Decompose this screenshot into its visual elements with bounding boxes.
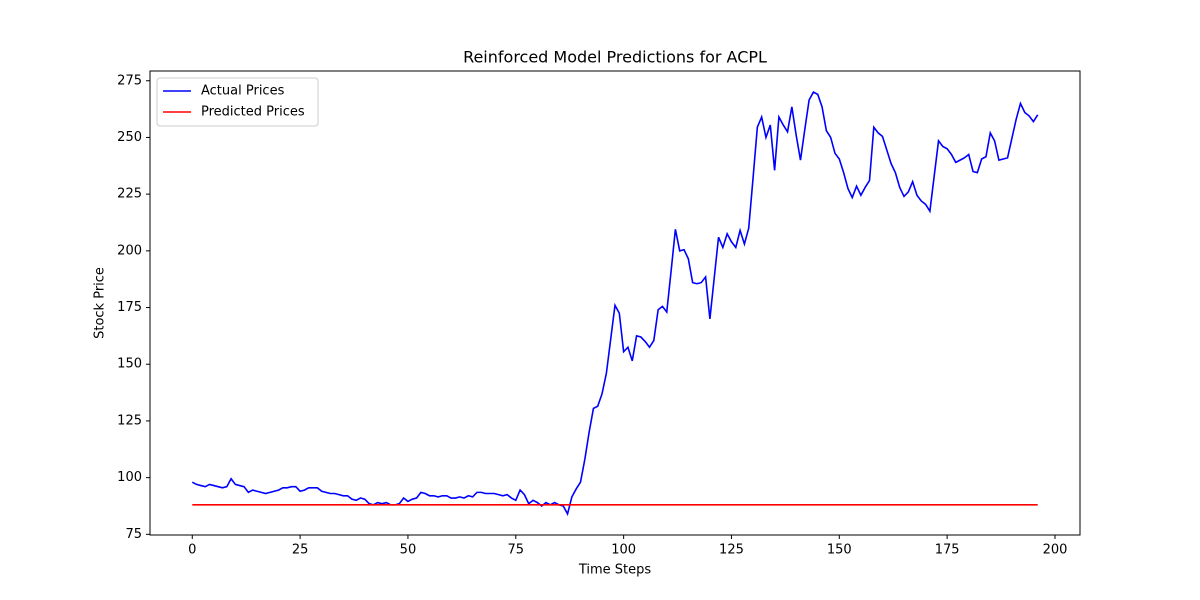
- y-tick-label: 200: [117, 243, 142, 258]
- y-tick-label: 150: [117, 357, 142, 372]
- x-tick-label: 100: [611, 543, 636, 558]
- y-tick-label: 250: [117, 130, 142, 145]
- y-tick-label: 75: [125, 527, 142, 542]
- x-tick-label: 175: [935, 543, 960, 558]
- legend-label: Actual Prices: [201, 84, 285, 99]
- legend-label: Predicted Prices: [201, 105, 305, 120]
- x-axis-label: Time Steps: [578, 563, 652, 578]
- chart-title: Reinforced Model Predictions for ACPL: [463, 48, 767, 67]
- y-tick-label: 275: [117, 73, 142, 88]
- x-tick-label: 25: [292, 543, 309, 558]
- y-tick-label: 175: [117, 300, 142, 315]
- x-tick-label: 150: [827, 543, 852, 558]
- data-line: [191, 91, 1039, 517]
- plot-frame: [149, 70, 1081, 536]
- y-tick-label: 100: [117, 470, 142, 485]
- legend: Actual Prices Predicted Prices: [156, 77, 319, 127]
- y-tick-label: 125: [117, 413, 142, 428]
- x-tick-label: 0: [188, 543, 196, 558]
- x-tick-label: 75: [508, 543, 525, 558]
- y-axis-label: Stock Price: [93, 267, 108, 339]
- x-tick-label: 125: [719, 543, 744, 558]
- x-tick-label: 50: [400, 543, 417, 558]
- legend-box: [156, 77, 319, 127]
- x-tick-label: 200: [1043, 543, 1068, 558]
- y-tick-label: 225: [117, 187, 142, 202]
